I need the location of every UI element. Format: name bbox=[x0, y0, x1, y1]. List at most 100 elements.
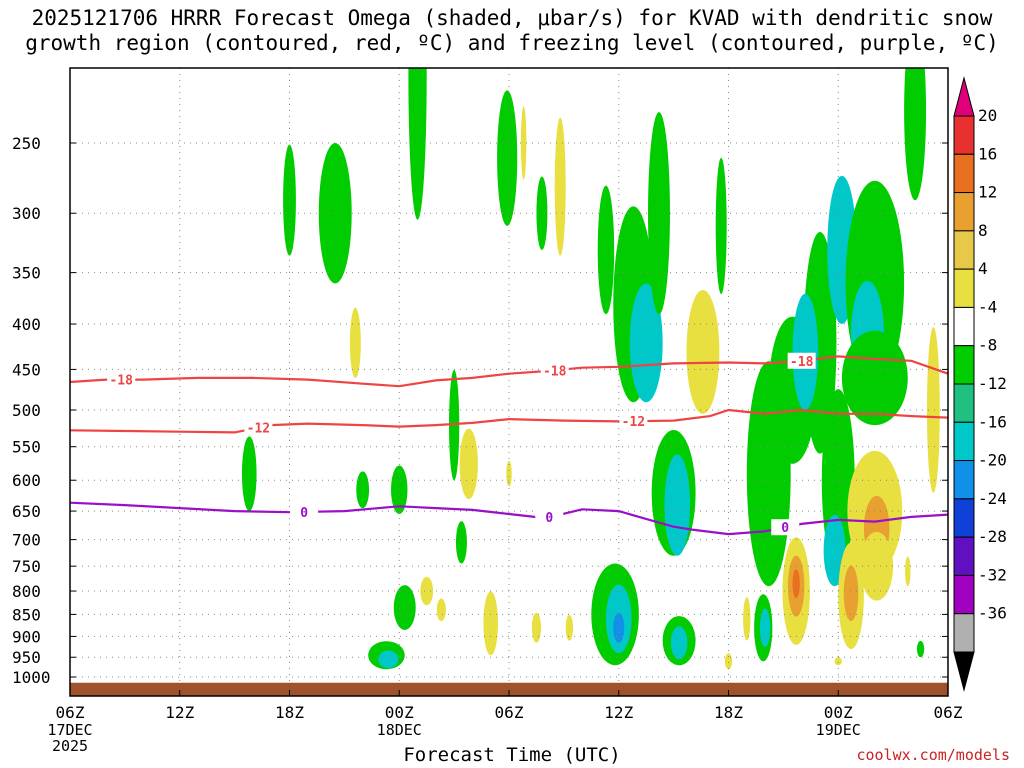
omega-blob bbox=[378, 650, 399, 669]
y-tick-label: 600 bbox=[12, 471, 41, 490]
omega-blob bbox=[843, 565, 859, 622]
colorbar-swatch bbox=[953, 613, 975, 653]
omega-blob bbox=[420, 576, 434, 606]
omega-blob bbox=[449, 369, 460, 481]
y-tick-label: 1000 bbox=[12, 668, 51, 687]
y-axis: 250 300 350 400 450 500 550 600 650 700 750 800 850 9… bbox=[12, 134, 948, 687]
y-tick-label: 400 bbox=[12, 315, 41, 334]
omega-blob bbox=[318, 143, 352, 284]
omega-blob bbox=[686, 289, 720, 414]
colorbar: 20 16 12 8 4 -4 -8 -12 -16 -20 -24 -28 -32 -36 bbox=[953, 76, 1007, 692]
credit-label: coolwx.com/models bbox=[856, 746, 1010, 764]
omega-blob bbox=[531, 612, 542, 643]
colorbar-top-arrow bbox=[953, 76, 975, 117]
dgz-contour-label: -18 bbox=[790, 355, 814, 370]
y-tick-label: 700 bbox=[12, 531, 41, 550]
dgz-contour-label-bg bbox=[787, 352, 816, 369]
y-tick-label: 950 bbox=[12, 648, 41, 667]
colorbar-bottom-arrow bbox=[953, 651, 975, 692]
omega-blob bbox=[408, 68, 427, 220]
x-tick-label: 06Z bbox=[495, 703, 524, 722]
colorbar-swatch bbox=[953, 498, 975, 538]
dgz-contour-label: -12 bbox=[247, 422, 270, 437]
colorbar-swatch bbox=[953, 383, 975, 423]
y-tick-label: 350 bbox=[12, 264, 41, 283]
freezing-level-label-bg bbox=[771, 519, 800, 536]
omega-blob bbox=[459, 428, 478, 500]
x-date-label: 2025 bbox=[52, 737, 88, 755]
colorbar-label: 20 bbox=[978, 106, 997, 125]
colorbar-swatch bbox=[953, 574, 975, 615]
omega-blob bbox=[391, 465, 408, 515]
omega-blob bbox=[241, 436, 257, 512]
y-tick-label: 750 bbox=[12, 557, 41, 576]
colorbar-swatch bbox=[953, 230, 975, 270]
title-line-1: 2025121706 HRRR Forecast Omega (shaded, … bbox=[31, 6, 993, 30]
dgz-contour-line bbox=[70, 355, 948, 388]
y-tick-label: 650 bbox=[12, 502, 41, 521]
x-date-label: 17DEC bbox=[47, 721, 92, 739]
freezing-level-label-bg bbox=[290, 503, 319, 520]
dgz-contour-label: -18 bbox=[543, 364, 567, 379]
colorbar-label: -12 bbox=[978, 374, 1007, 393]
omega-blob bbox=[629, 283, 663, 403]
colorbar-swatch bbox=[953, 115, 975, 155]
colorbar-label: -16 bbox=[978, 412, 1007, 431]
colorbar-label: 8 bbox=[978, 221, 988, 240]
freezing-level-label: 0 bbox=[545, 511, 553, 526]
omega-blob bbox=[565, 614, 574, 641]
omega-blob bbox=[841, 330, 908, 426]
chart-title: 2025121706 HRRR Forecast Omega (shaded, … bbox=[0, 6, 1024, 56]
x-date-label: 18DEC bbox=[377, 721, 422, 739]
colorbar-swatch bbox=[953, 153, 975, 194]
x-axis-label: Forecast Time (UTC) bbox=[403, 744, 621, 766]
omega-blob bbox=[436, 598, 446, 622]
omega-blob bbox=[497, 90, 518, 226]
omega-blob bbox=[759, 608, 771, 647]
omega-blob bbox=[613, 612, 625, 643]
freezing-level-line bbox=[70, 501, 948, 536]
x-tick-label: 18Z bbox=[714, 703, 743, 722]
freezing-level-label: 0 bbox=[781, 521, 789, 536]
omega-blob bbox=[715, 157, 727, 295]
y-tick-label: 450 bbox=[12, 360, 41, 379]
y-tick-label: 250 bbox=[12, 134, 41, 153]
dgz-contour-label: -18 bbox=[109, 374, 133, 389]
omega-blob bbox=[834, 657, 842, 666]
omega-blob bbox=[483, 591, 499, 656]
contour-layer: -18 -18 -18 -12 -12 0 0 0 bbox=[70, 352, 948, 536]
x-tick-label: 06Z bbox=[56, 703, 85, 722]
colorbar-label: -4 bbox=[978, 297, 997, 316]
omega-blob bbox=[905, 556, 911, 587]
omega-blob bbox=[664, 454, 691, 556]
colorbar-label: 16 bbox=[978, 144, 997, 163]
x-tick-label: 12Z bbox=[165, 703, 194, 722]
omega-blob bbox=[724, 653, 733, 670]
omega-blob bbox=[743, 597, 751, 641]
dgz-contour-label-bg bbox=[619, 413, 648, 430]
freezing-level-label: 0 bbox=[300, 506, 308, 521]
colorbar-swatch bbox=[953, 460, 975, 500]
omega-shading-layer bbox=[241, 68, 940, 670]
colorbar-label: -20 bbox=[978, 451, 1007, 470]
dgz-contour-label-bg bbox=[107, 371, 136, 388]
y-tick-label: 800 bbox=[12, 582, 41, 601]
x-tick-label: 00Z bbox=[824, 703, 853, 722]
colorbar-swatch bbox=[953, 192, 975, 232]
omega-blob bbox=[393, 585, 416, 630]
omega-blob bbox=[349, 307, 361, 378]
colorbar-swatch bbox=[953, 421, 975, 462]
y-tick-label: 300 bbox=[12, 204, 41, 223]
omega-blob bbox=[506, 460, 512, 487]
x-tick-label: 06Z bbox=[934, 703, 963, 722]
colorbar-label: -32 bbox=[978, 565, 1007, 584]
omega-blob bbox=[904, 68, 927, 201]
dgz-contour-label: -12 bbox=[622, 415, 645, 430]
x-date-label: 19DEC bbox=[816, 721, 861, 739]
grid-lines bbox=[69, 68, 949, 696]
omega-blob bbox=[823, 514, 846, 587]
colorbar-label: 4 bbox=[978, 259, 988, 278]
dgz-contour-label-bg bbox=[244, 419, 273, 436]
omega-blob bbox=[554, 117, 566, 256]
